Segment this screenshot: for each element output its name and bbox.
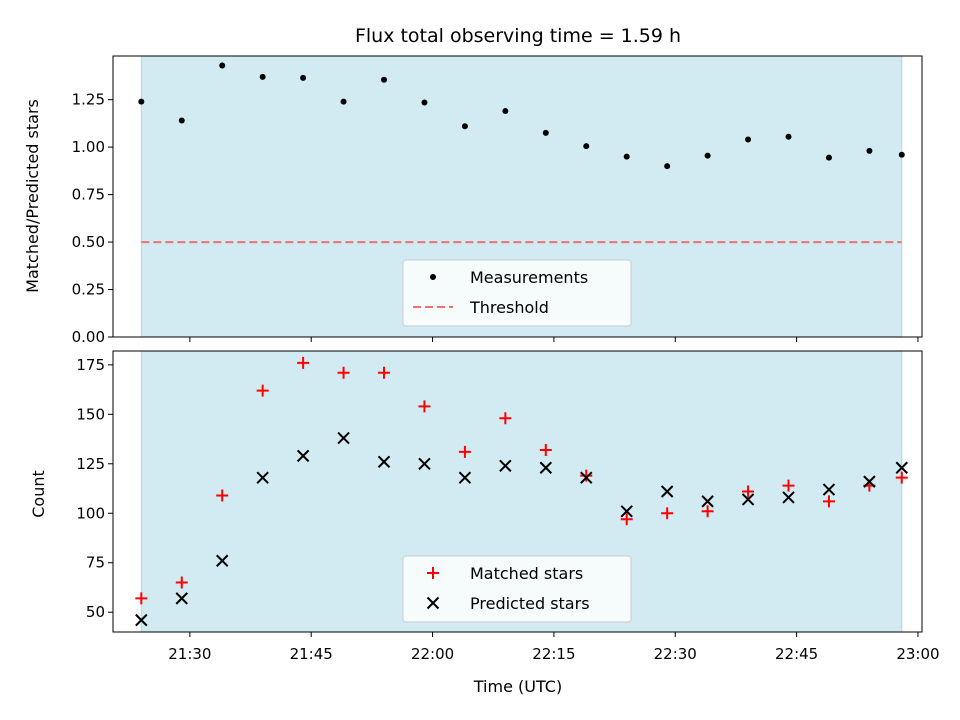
measurement-point: [785, 133, 792, 140]
matched-stars-point: [337, 366, 350, 379]
x-tick-label: 22:15: [532, 645, 575, 663]
measurement-point: [219, 62, 226, 69]
legend-threshold-label: Threshold: [469, 298, 549, 317]
matched-stars-point: [297, 356, 310, 369]
y-tick-label: 0.75: [72, 186, 105, 204]
y-tick-label: 1.25: [72, 91, 105, 109]
legend-measurement-marker: [430, 274, 436, 280]
measurement-point: [583, 143, 590, 150]
predicted-stars-point: [580, 471, 593, 484]
predicted-stars-point: [863, 475, 876, 488]
matched-stars-point: [822, 495, 835, 508]
top-y-axis-label: Matched/Predicted stars: [23, 99, 42, 293]
measurement-point: [300, 74, 307, 81]
matched-stars-point: [256, 384, 269, 397]
x-axis-label: Time (UTC): [473, 677, 562, 696]
matched-stars-point: [620, 513, 633, 526]
matched-stars-point: [418, 400, 431, 413]
matched-stars-point: [742, 485, 755, 498]
measurement-point: [623, 153, 630, 160]
y-tick-label: 75: [86, 554, 105, 572]
legend-box: [402, 259, 632, 327]
top-legend: Measurements Threshold: [402, 259, 632, 327]
y-tick-label: 50: [86, 603, 105, 621]
matched-stars-point: [378, 366, 391, 379]
matched-stars-point: [135, 592, 148, 605]
top-panel: 0.00 0.25 0.50 0.75 1.00 1.25 Measurements Thre…: [72, 55, 923, 346]
bottom-y-axis-label: Count: [29, 470, 48, 518]
x-tick-label: 22:45: [775, 645, 818, 663]
y-tick-label: 0.50: [72, 233, 105, 251]
plot-frame: [112, 55, 923, 338]
measurement-point: [825, 154, 832, 161]
legend-measurements-label: Measurements: [470, 268, 588, 287]
predicted-stars-point: [377, 455, 391, 469]
y-tick-label: 0.25: [72, 281, 105, 299]
predicted-stars-point: [539, 461, 553, 474]
predicted-stars-point: [175, 592, 188, 605]
matched-stars-point: [701, 505, 714, 518]
matched-stars-point: [499, 412, 512, 425]
matched-stars-point: [539, 443, 552, 456]
measurement-point: [138, 98, 145, 105]
bottom-legend: Matched stars Predicted stars: [402, 555, 632, 623]
predicted-stars-point: [418, 457, 431, 471]
measurement-point: [664, 163, 671, 170]
y-tick-label: 1.00: [72, 138, 105, 156]
x-tick-label: 21:45: [290, 645, 333, 663]
predicted-stars-point: [741, 493, 755, 506]
x-tick-label: 23:00: [896, 645, 939, 663]
plot-frame: [112, 350, 923, 633]
matched-stars-point: [782, 479, 795, 492]
predicted-stars-point: [895, 461, 908, 474]
measurement-point: [259, 73, 266, 80]
matched-stars-point: [175, 576, 188, 589]
matched-stars-point: [458, 445, 471, 458]
x-tick-label: 21:30: [168, 645, 211, 663]
predicted-stars-point: [701, 495, 714, 508]
measurement-point: [502, 108, 509, 115]
legend-matched-marker: [427, 567, 439, 579]
legend-box: [402, 555, 632, 623]
matched-stars-point: [580, 469, 593, 482]
legend-matched-label: Matched stars: [470, 564, 583, 583]
predicted-stars-point: [499, 459, 512, 472]
measurement-point: [745, 136, 752, 143]
measurement-point: [898, 151, 905, 158]
predicted-stars-point: [135, 613, 148, 627]
measurement-point: [866, 147, 873, 154]
measurement-point: [704, 152, 711, 159]
predicted-stars-point: [256, 471, 269, 484]
predicted-stars-point: [782, 491, 795, 504]
y-tick-label: 125: [76, 455, 105, 473]
matched-stars-point: [895, 471, 908, 484]
measurement-point: [542, 129, 549, 136]
measurement-point: [178, 117, 185, 124]
predicted-stars-point: [620, 505, 633, 518]
bottom-panel: 50 75 100 125 150 175 21:30 21:45 22:00 22:15 22:3…: [76, 350, 940, 663]
matched-stars-point: [216, 489, 229, 502]
predicted-stars-point: [216, 554, 229, 567]
predicted-stars-point: [458, 471, 472, 484]
legend-predicted-label: Predicted stars: [470, 594, 590, 613]
x-tick-label: 22:00: [411, 645, 454, 663]
measurement-point: [421, 99, 428, 106]
matched-stars-point: [661, 507, 674, 520]
predicted-stars-point: [337, 431, 350, 445]
y-tick-label: 100: [76, 504, 105, 522]
legend-predicted-marker: [426, 596, 440, 610]
predicted-stars-point: [822, 483, 836, 496]
measurement-point: [340, 98, 347, 105]
predicted-stars-point: [660, 485, 674, 498]
measurement-point: [461, 123, 468, 130]
x-tick-label: 22:30: [654, 645, 697, 663]
chart-title: Flux total observing time = 1.59 h: [355, 25, 681, 47]
y-tick-label: 150: [76, 405, 105, 423]
measurement-point: [381, 76, 388, 83]
y-tick-label: 0.00: [72, 328, 105, 346]
predicted-stars-point: [296, 449, 310, 463]
y-tick-label: 175: [76, 356, 105, 374]
